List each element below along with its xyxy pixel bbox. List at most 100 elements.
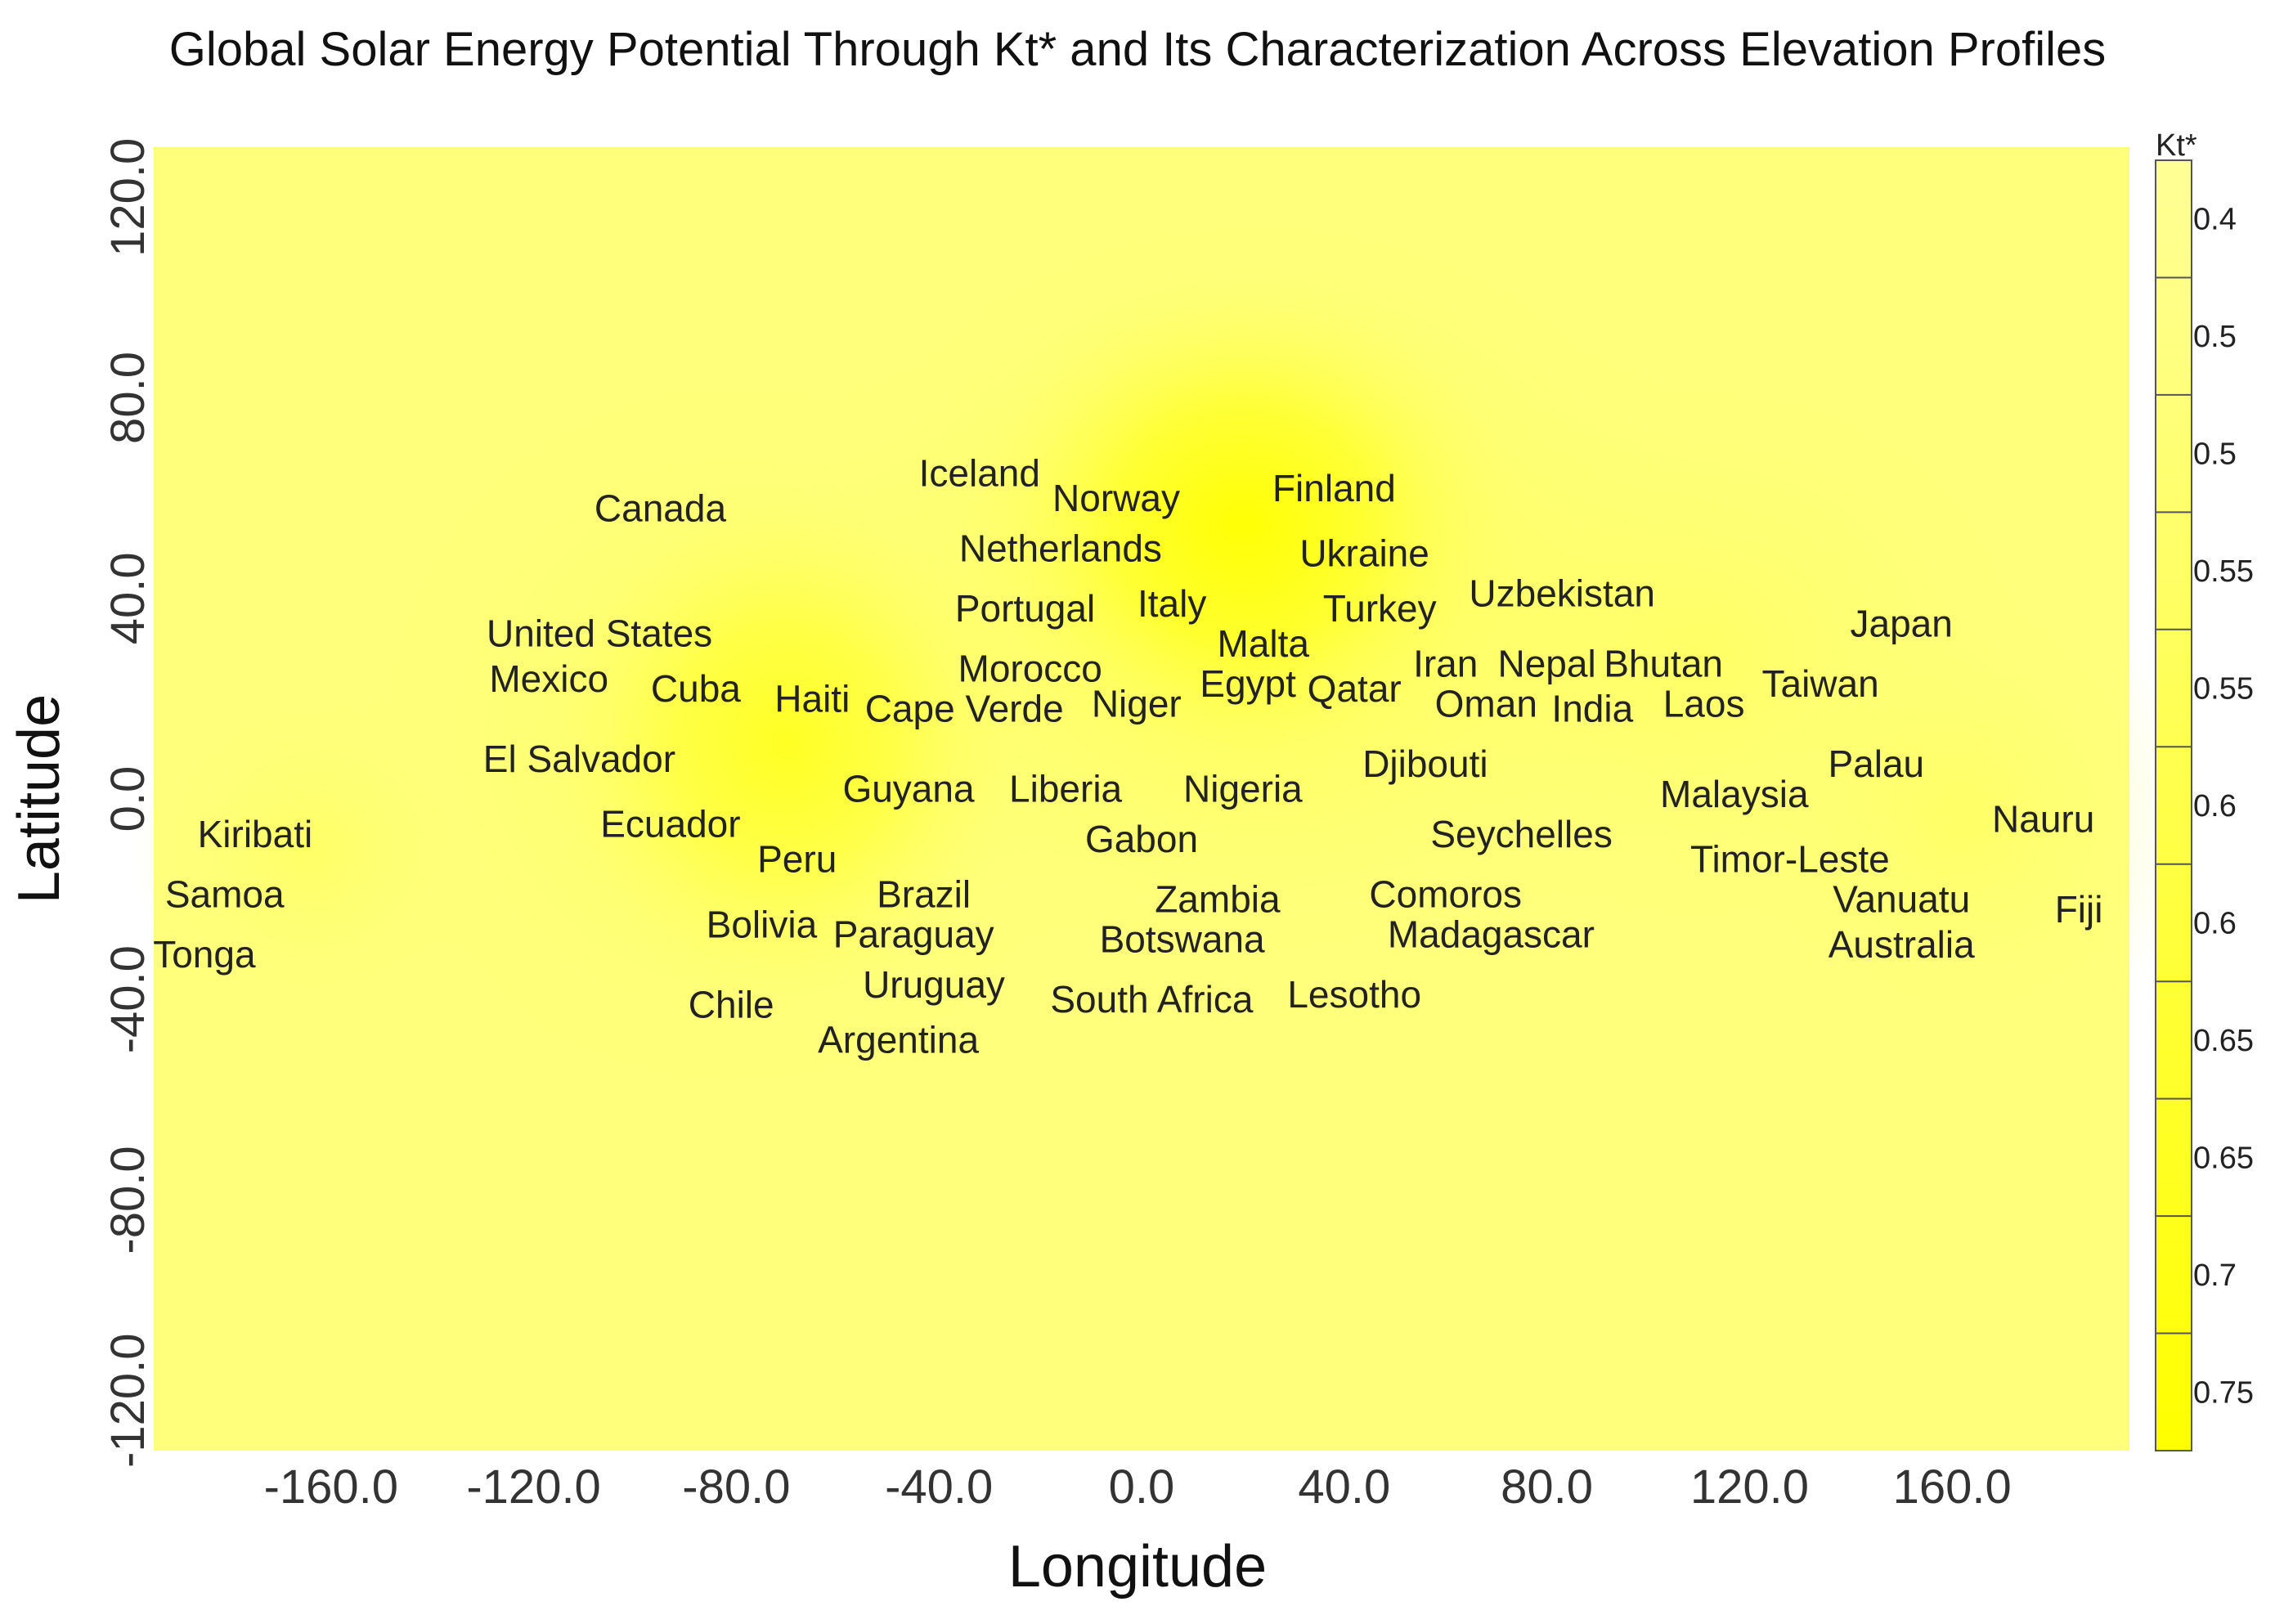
country-label: Gabon (1085, 818, 1198, 860)
country-label: Egypt (1200, 662, 1296, 705)
country-label: Iceland (919, 452, 1040, 495)
country-label: Taiwan (1761, 662, 1878, 705)
country-label: Nepal (1497, 643, 1595, 685)
country-label: Netherlands (959, 527, 1162, 570)
country-label: Chile (689, 983, 774, 1025)
country-label: Botswana (1100, 918, 1265, 961)
y-axis-title: Latitude (7, 694, 72, 904)
country-label: Australia (1829, 923, 1975, 966)
country-label: Uzbekistan (1469, 572, 1655, 615)
country-label: Liberia (1009, 768, 1123, 810)
country-label: Paraguay (833, 913, 994, 956)
country-label: Comoros (1369, 873, 1522, 916)
legend-title: Kt* (2156, 128, 2197, 163)
y-tick-label: -80.0 (101, 1146, 155, 1254)
y-tick-label: -40.0 (101, 945, 155, 1053)
country-label: Finland (1272, 467, 1396, 509)
country-label: Malta (1217, 622, 1309, 665)
country-label: Peru (757, 838, 837, 881)
country-label: Qatar (1308, 667, 1402, 710)
country-label: Japan (1851, 602, 1953, 644)
country-label: Argentina (818, 1018, 979, 1061)
country-label: Bolivia (707, 903, 818, 945)
legend-label: 0.65 (2193, 1024, 2254, 1058)
plot-area: Iceland Norway Finland Canada Netherlands Ukr… (131, 147, 2208, 1451)
heatmap-hotspot-americas-wide (278, 278, 1194, 1194)
country-label: Bhutan (1604, 643, 1723, 685)
legend-label: 0.55 (2193, 554, 2254, 589)
country-label: Malaysia (1660, 773, 1809, 815)
legend-label: 0.75 (2193, 1375, 2254, 1410)
country-label: Brazil (877, 873, 971, 916)
legend-label: 0.6 (2193, 907, 2237, 941)
country-label: Uruguay (863, 963, 1005, 1006)
x-tick-label: -80.0 (682, 1460, 790, 1514)
country-label: Turkey (1323, 587, 1437, 630)
country-label: Portugal (955, 587, 1095, 630)
country-label: Lesotho (1287, 973, 1421, 1016)
country-label: Nigeria (1183, 768, 1303, 810)
country-label: Cuba (651, 667, 741, 710)
y-axis-ticks: 120.0 80.0 40.0 0.0 -40.0 -80.0 -120.0 (101, 138, 155, 1468)
x-tick-label: 120.0 (1690, 1460, 1809, 1514)
legend-label: 0.55 (2193, 672, 2254, 707)
country-label: Guyana (842, 768, 975, 810)
chart-title: Global Solar Energy Potential Through Kt… (169, 23, 2107, 76)
legend-ticks: 0.4 0.5 0.5 0.55 0.55 0.6 0.6 0.65 0.65 0.7 0.75 (2156, 203, 2254, 1410)
country-label: Mexico (489, 657, 608, 700)
x-axis-ticks: -160.0 -120.0 -80.0 -40.0 0.0 40.0 80.0 120.0 16… (264, 1460, 2012, 1514)
y-tick-label: 0.0 (101, 766, 155, 832)
x-tick-label: -120.0 (466, 1460, 600, 1514)
country-label: Cape Verde (865, 688, 1064, 730)
y-tick-label: 120.0 (101, 138, 155, 257)
country-label: Oman (1435, 683, 1537, 725)
country-label: Djibouti (1362, 742, 1488, 785)
country-label: Laos (1663, 683, 1745, 725)
country-label: Fiji (2055, 888, 2103, 931)
country-label: Morocco (958, 648, 1102, 690)
colorbar-rect (2155, 159, 2192, 1451)
legend-label: 0.7 (2193, 1258, 2237, 1293)
country-label: Tonga (153, 933, 256, 976)
x-tick-label: 80.0 (1501, 1460, 1593, 1514)
country-label: Seychelles (1430, 813, 1612, 855)
country-label: Ecuador (600, 803, 740, 846)
country-label: Madagascar (1388, 913, 1595, 956)
country-label: Zambia (1155, 878, 1281, 921)
heatmap-hotspot-polynesia (131, 671, 491, 1030)
country-label: South Africa (1050, 978, 1253, 1021)
x-axis-title: Longitude (1008, 1534, 1267, 1599)
legend-label: 0.65 (2193, 1141, 2254, 1175)
country-label: Italy (1138, 582, 1206, 625)
heatmap-glow-layer (131, 164, 2208, 1194)
country-label: Samoa (165, 873, 285, 916)
x-tick-label: 40.0 (1298, 1460, 1390, 1514)
x-tick-label: -40.0 (885, 1460, 993, 1514)
legend-label: 0.6 (2193, 789, 2237, 823)
country-label: Timor-Leste (1690, 838, 1890, 881)
country-label: Canada (595, 487, 727, 529)
y-tick-label: 80.0 (101, 352, 155, 444)
legend-label: 0.5 (2193, 437, 2237, 472)
y-tick-label: 40.0 (101, 552, 155, 644)
country-label: El Salvador (483, 738, 675, 780)
x-tick-label: 0.0 (1109, 1460, 1175, 1514)
country-labels-layer: Iceland Norway Finland Canada Netherlands Ukr… (153, 452, 2102, 1061)
country-label: Palau (1828, 742, 1924, 785)
country-label: Haiti (774, 677, 850, 720)
country-label: Ukraine (1299, 532, 1429, 575)
legend-label: 0.4 (2193, 203, 2237, 237)
country-label: United States (487, 612, 712, 655)
heatmap-hotspot-pacific (1717, 572, 2208, 1063)
x-tick-label: -160.0 (264, 1460, 398, 1514)
x-tick-label: 160.0 (1893, 1460, 2012, 1514)
country-label: Iran (1413, 643, 1478, 685)
colorbar-legend: Kt* 0.40.50.50.550.550.60.60.650.650.70.… (2155, 128, 2254, 1451)
country-label: Niger (1092, 683, 1182, 725)
y-tick-label: -120.0 (101, 1333, 155, 1467)
country-label: Kiribati (198, 813, 313, 855)
country-label: Norway (1052, 477, 1180, 519)
country-label: India (1551, 688, 1633, 730)
legend-label: 0.5 (2193, 320, 2237, 354)
